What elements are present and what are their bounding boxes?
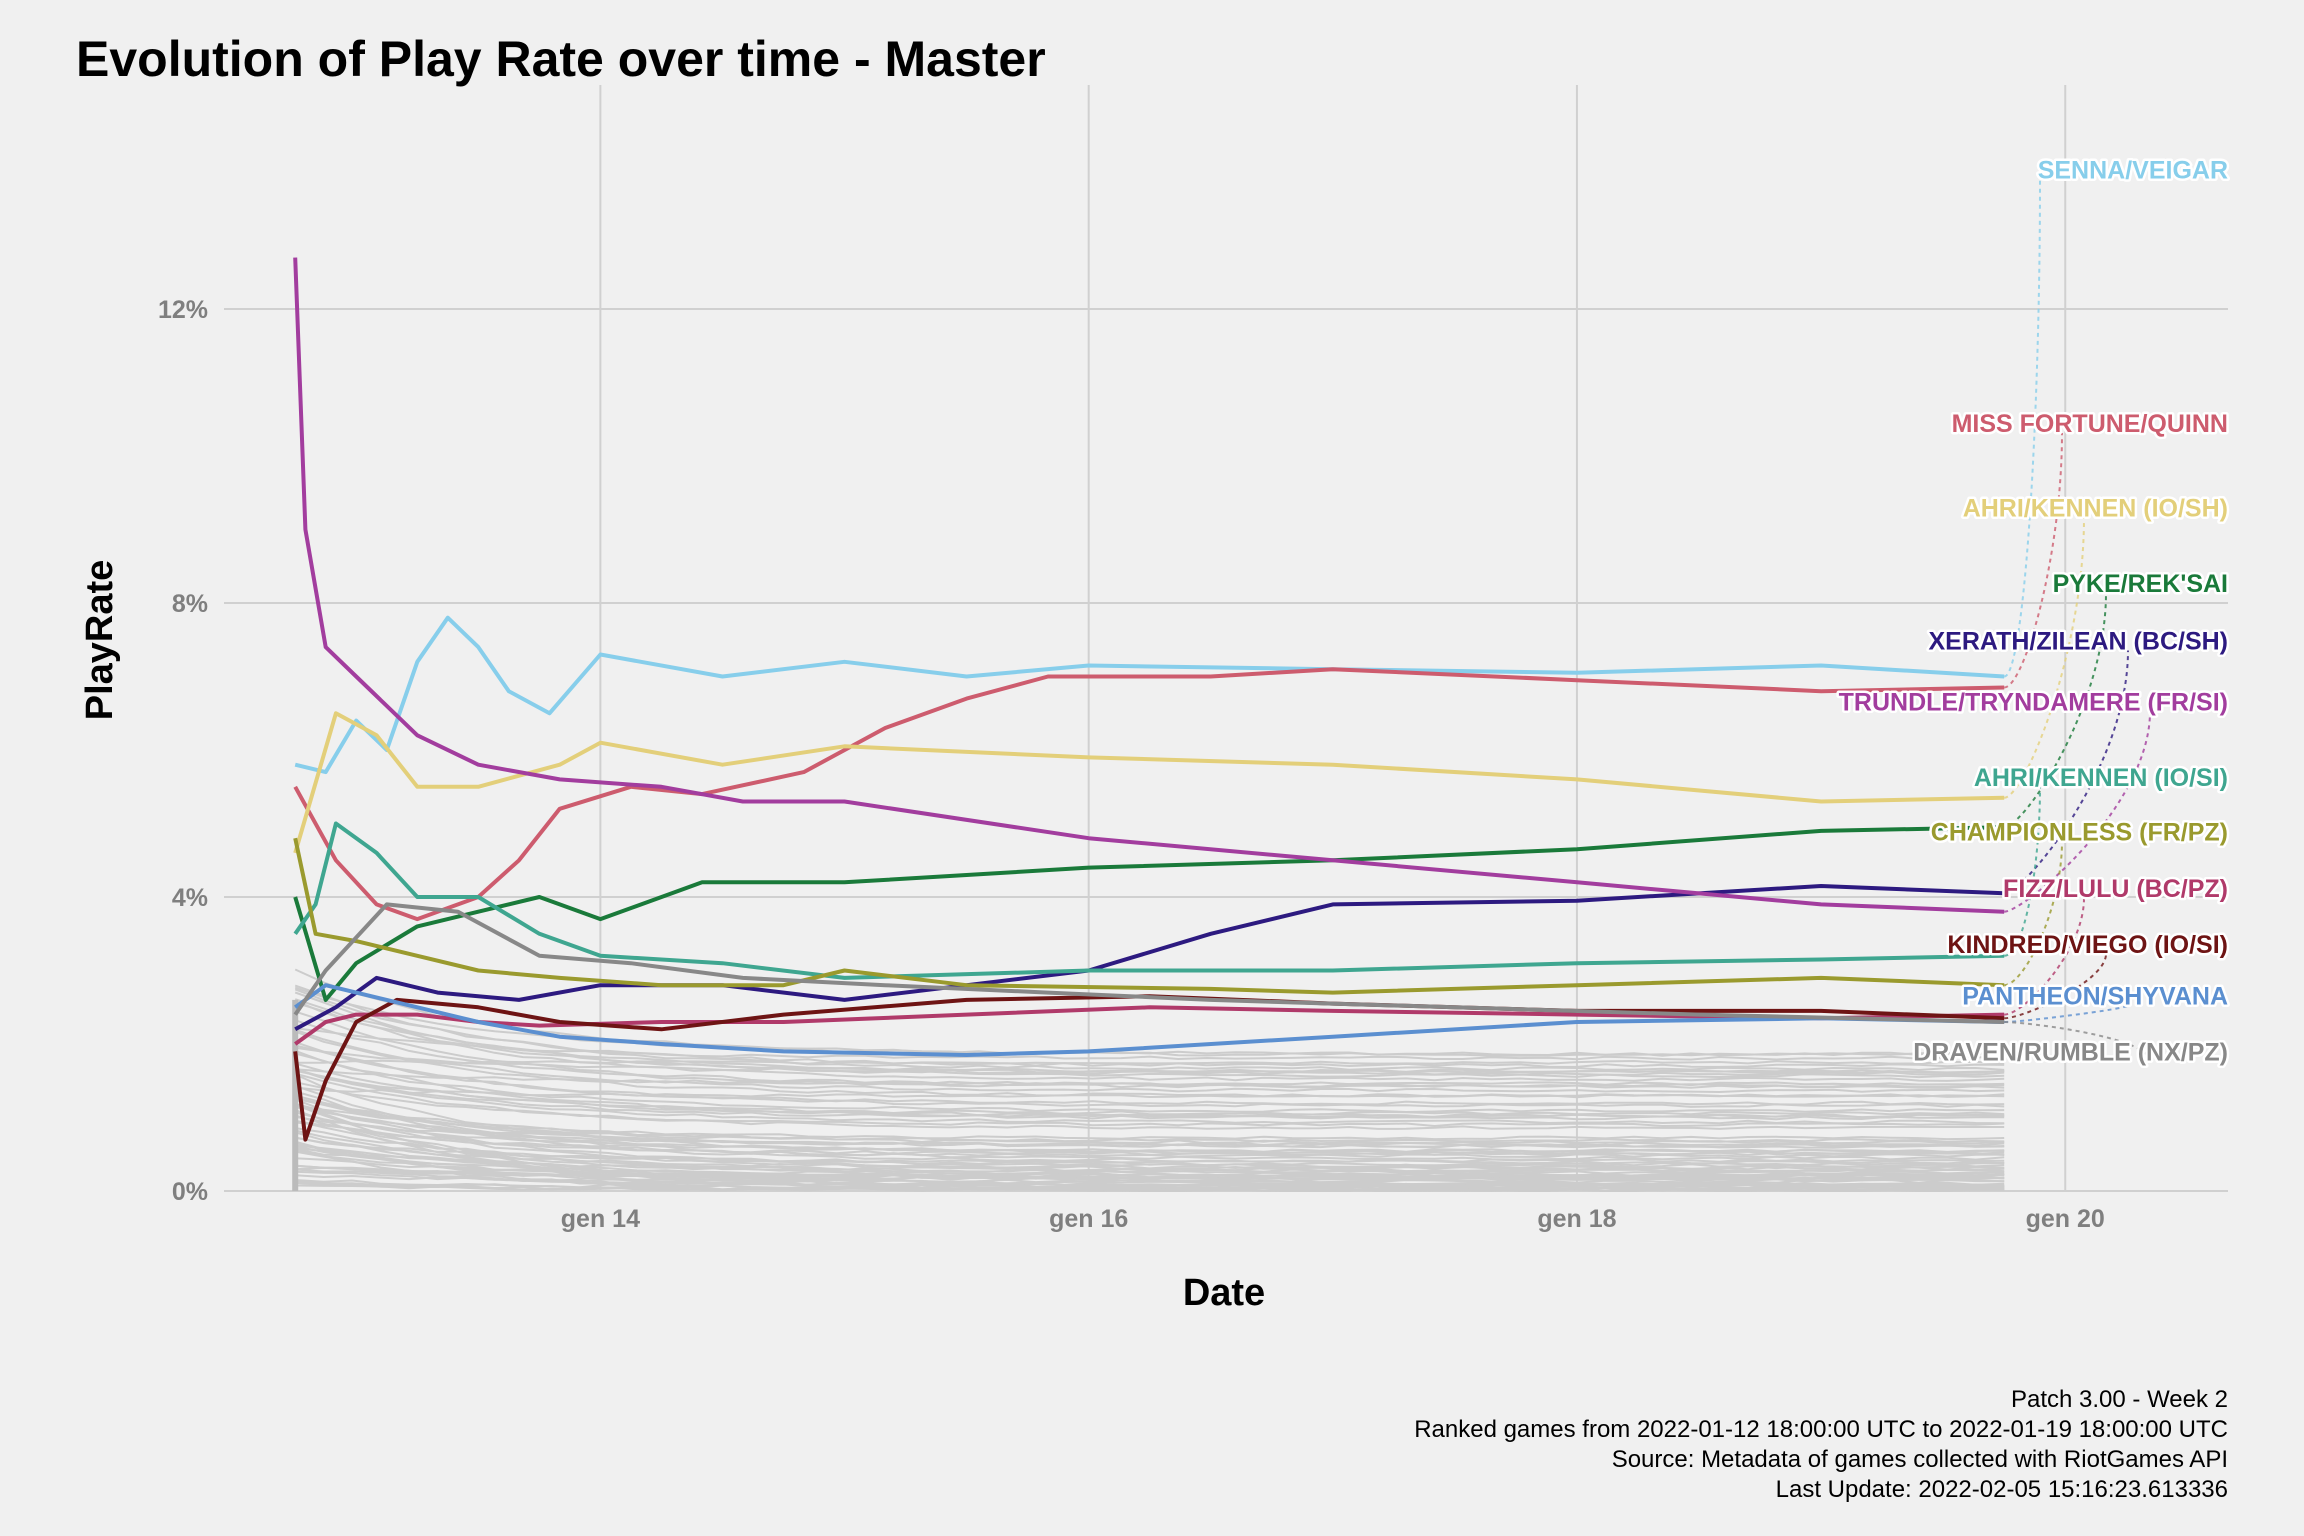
caption-source: Source: Metadata of games collected with…: [1611, 1446, 2228, 1473]
y-tick-label: 12%: [158, 296, 208, 324]
background-series-line: [294, 1068, 2005, 1125]
label-connectors: [2003, 179, 2151, 1062]
series-line: [293, 257, 2005, 914]
background-series-line: [294, 1052, 2005, 1114]
series-end-labels: SENNA/VEIGAR MISS FORTUNE/QUINN AHRI/KENNE…: [1836, 154, 2230, 1069]
label-connector: [2003, 432, 2063, 689]
series-lines: [293, 257, 2005, 1142]
series-line: [293, 825, 2005, 1002]
grid-lines: [224, 85, 2228, 1192]
background-series-line: [295, 1086, 2005, 1099]
series-end-label: PANTHEON/SHYVANA: [1962, 982, 2228, 1010]
label-connector: [2004, 1004, 2129, 1023]
y-tick-label: 0%: [172, 1178, 208, 1206]
series-line: [293, 711, 2005, 854]
series-line: [293, 902, 2005, 1024]
series-end-label: SENNA/VEIGAR: [2038, 156, 2228, 184]
background-series-line: [295, 1121, 2005, 1157]
x-axis-ticks: gen 14 gen 16 gen 18 gen 20: [561, 1205, 2105, 1233]
background-series-line: [295, 1106, 2005, 1141]
label-connector: [2004, 841, 2063, 987]
background-series-line: [295, 1059, 2005, 1065]
x-tick-label: gen 18: [1537, 1205, 1616, 1233]
background-series-line: [294, 986, 2005, 1057]
label-connector: [2003, 650, 2129, 895]
background-series-line: [295, 1136, 2005, 1165]
caption-patch: Patch 3.00 - Week 2: [2010, 1386, 2228, 1413]
label-connector: [2003, 517, 2085, 799]
background-series-line: [294, 1001, 2005, 1076]
series-end-label: AHRI/KENNEN (IO/SI): [1974, 764, 2228, 792]
series-end-label: DRAVEN/RUMBLE (NX/PZ): [1913, 1038, 2228, 1066]
series-line: [294, 884, 2005, 1032]
label-connector: [2003, 179, 2041, 678]
background-series-line: [294, 1028, 2005, 1094]
label-connector: [2003, 787, 2041, 957]
background-series-line: [294, 1097, 2005, 1145]
label-connector: [2004, 711, 2151, 913]
background-series-line: [294, 1140, 2005, 1186]
background-series-line: [294, 1019, 2005, 1089]
caption-update: Last Update: 2022-02-05 15:16:23.613336: [1775, 1476, 2228, 1503]
series-line: [293, 837, 2005, 995]
y-axis-title: PlayRate: [79, 560, 121, 721]
label-connector: [2004, 953, 2107, 1020]
background-series-line: [294, 1041, 2005, 1108]
x-tick-label: gen 20: [2026, 1205, 2105, 1233]
y-tick-label: 8%: [172, 590, 208, 618]
series-end-label: AHRI/KENNEN (IO/SH): [1963, 494, 2228, 522]
label-connector: [2003, 593, 2107, 829]
series-end-label: FIZZ/LULU (BC/PZ): [2003, 875, 2228, 903]
background-series-line: [294, 1084, 2005, 1161]
series-line: [294, 983, 2005, 1057]
background-series-line: [294, 1081, 2005, 1128]
background-series: [292, 968, 2005, 1193]
series-end-label: XERATH/ZILEAN (BC/SH): [1928, 628, 2228, 656]
background-series-line: [295, 1068, 2005, 1087]
x-tick-label: gen 16: [1049, 1205, 1128, 1233]
chart-title: Evolution of Play Rate over time - Maste…: [76, 31, 1046, 87]
series-end-label: MISS FORTUNE/QUINN: [1952, 410, 2228, 438]
background-series-line: [295, 1115, 2005, 1147]
series-end-label: CHAMPIONLESS (FR/PZ): [1931, 819, 2228, 847]
background-series-line: [294, 999, 2005, 1082]
background-series-line: [295, 1027, 2005, 1061]
series-line: [293, 821, 2005, 980]
background-series-line: [294, 1062, 2005, 1119]
series-line: [293, 667, 2005, 922]
x-tick-label: gen 14: [561, 1205, 640, 1233]
caption-range: Ranked games from 2022-01-12 18:00:00 UT…: [1414, 1416, 2228, 1443]
y-tick-label: 4%: [172, 884, 208, 912]
y-axis-ticks: 0% 4% 8% 12%: [158, 296, 208, 1206]
series-end-label: TRUNDLE/TRYNDAMERE (FR/SI): [1839, 689, 2228, 717]
series-end-label: PYKE/REK'SAI: [2053, 570, 2228, 598]
chart-caption: Patch 3.00 - Week 2 Ranked games from 20…: [1414, 1385, 2228, 1505]
label-connector: [2004, 898, 2085, 1016]
background-series-line: [295, 1145, 2005, 1188]
series-end-label: KINDRED/VIEGO (IO/SI): [1947, 931, 2228, 959]
x-axis-title: Date: [1183, 1272, 1265, 1314]
label-connector: [2004, 1020, 2151, 1062]
background-series-line: [294, 1068, 2005, 1121]
series-line: [294, 615, 2005, 775]
